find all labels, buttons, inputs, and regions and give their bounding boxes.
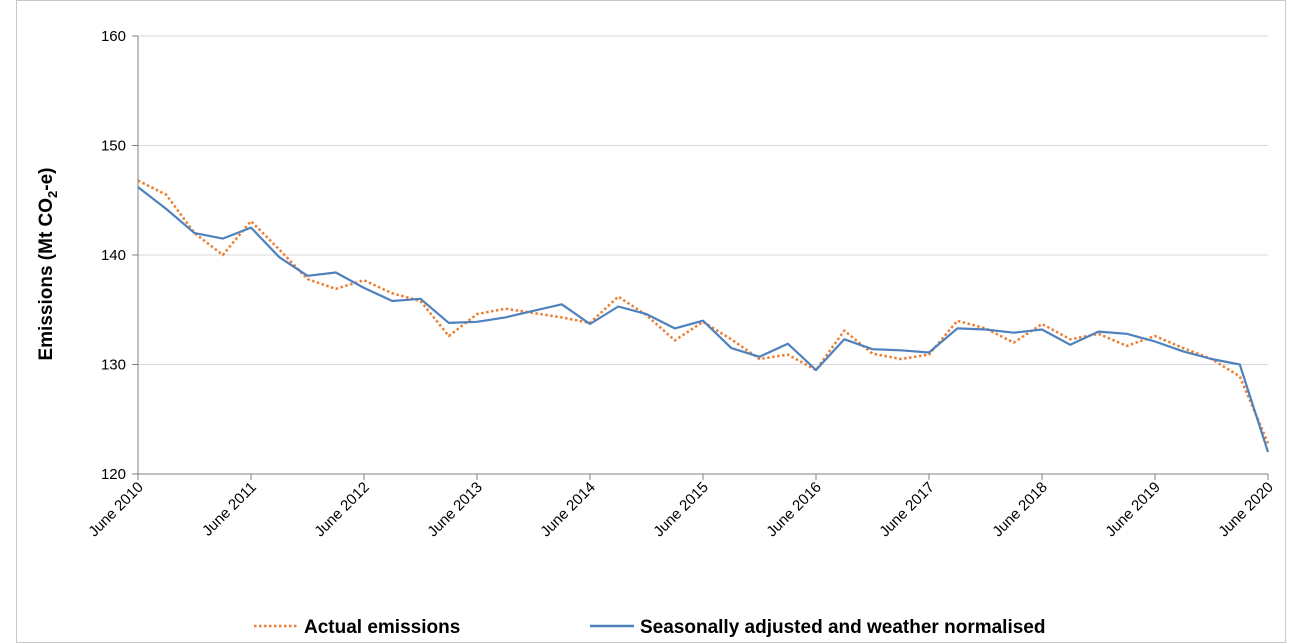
gridlines: [138, 35, 1268, 365]
y-tick-label: 150: [101, 138, 126, 155]
legend: Actual emissions Seasonally adjusted and…: [254, 617, 1045, 638]
legend-label-seasonally-adjusted: Seasonally adjusted and weather normalis…: [640, 617, 1045, 638]
series-line-actual-emissions: [137, 179, 1270, 444]
x-tick-label: June 2019: [1102, 479, 1164, 541]
x-tick-labels: June 2010 June 2011 June 2012 June 2013 June…: [85, 479, 1277, 541]
x-tick-label: June 2018: [989, 479, 1051, 541]
x-tick-label: June 2016: [763, 479, 825, 541]
x-tick-label: June 2015: [650, 479, 712, 541]
x-tick-label: June 2017: [876, 479, 938, 541]
series-line-seasonally-adjusted: [137, 186, 1270, 453]
y-tick-label: 160: [101, 28, 126, 45]
y-tick-labels: 120 130 140 150 160: [101, 28, 126, 483]
y-tick-label: 130: [101, 357, 126, 374]
x-tick-label: June 2013: [424, 479, 486, 541]
x-tick-label: June 2020: [1215, 479, 1277, 541]
axes: [132, 35, 1269, 480]
x-tick-label: June 2012: [311, 479, 373, 541]
legend-label-actual-emissions: Actual emissions: [304, 617, 460, 638]
chart-frame: [16, 0, 1286, 643]
y-axis-label: Emissions (Mt CO2-e): [36, 167, 60, 360]
y-tick-label: 140: [101, 247, 126, 264]
y-tick-label: 120: [101, 466, 126, 483]
x-tick-label: June 2010: [85, 479, 147, 541]
series-lines: [137, 179, 1270, 453]
x-tick-label: June 2014: [537, 479, 599, 541]
x-tick-label: June 2011: [199, 479, 260, 540]
